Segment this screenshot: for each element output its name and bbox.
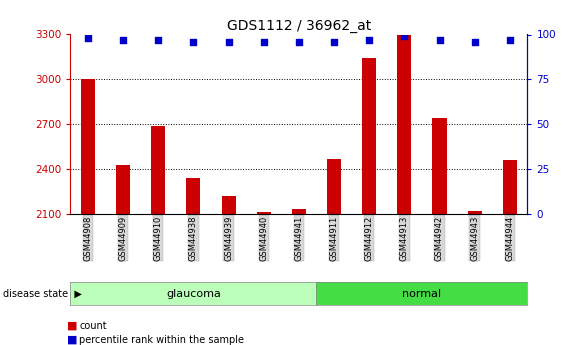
Bar [362, 58, 376, 214]
Bar [432, 118, 447, 214]
Title: GDS1112 / 36962_at: GDS1112 / 36962_at [227, 19, 371, 33]
Bar [292, 209, 306, 214]
Point [329, 39, 339, 45]
Text: count: count [79, 321, 107, 331]
Text: ■: ■ [67, 335, 78, 345]
Bar [151, 126, 165, 214]
Bar [222, 196, 236, 214]
Bar [397, 35, 411, 214]
Bar [503, 160, 517, 214]
Point [470, 39, 479, 45]
Bar [81, 79, 95, 214]
Point [294, 39, 304, 45]
Point [400, 33, 409, 39]
Point [83, 35, 93, 41]
Point [118, 37, 128, 43]
Text: disease state  ▶: disease state ▶ [3, 289, 82, 298]
Bar [327, 159, 341, 214]
Point [224, 39, 233, 45]
Point [259, 39, 268, 45]
Text: normal: normal [403, 289, 441, 298]
Bar [186, 178, 200, 214]
Point [505, 37, 515, 43]
Bar [257, 211, 271, 214]
Text: percentile rank within the sample: percentile rank within the sample [79, 335, 244, 345]
Point [154, 37, 163, 43]
Bar [468, 211, 482, 214]
Point [189, 39, 198, 45]
Bar [116, 165, 130, 214]
Text: ■: ■ [67, 321, 78, 331]
Point [364, 37, 374, 43]
Text: glaucoma: glaucoma [166, 289, 221, 298]
Point [435, 37, 444, 43]
